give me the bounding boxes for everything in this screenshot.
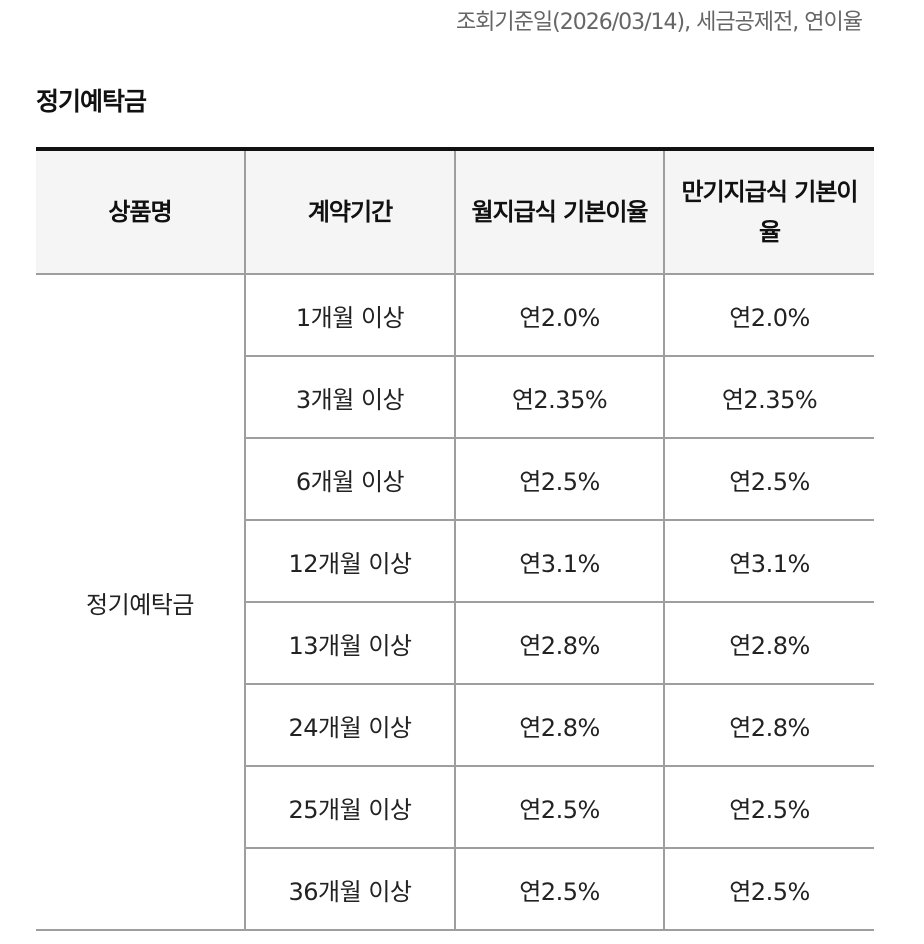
maturity-rate-cell: 연2.8% (663, 602, 874, 685)
table-row: 24개월 이상 연2.8% 연2.8% (36, 684, 874, 767)
monthly-rate-cell: 연2.8% (454, 602, 664, 685)
maturity-rate-cell: 연2.5% (663, 848, 874, 931)
maturity-rate-cell: 연2.8% (663, 684, 874, 767)
product-name-cell: 정기예탁금 (36, 274, 245, 931)
monthly-rate-cell: 연2.5% (454, 766, 664, 849)
monthly-rate-cell: 연2.0% (454, 274, 664, 357)
period-cell: 12개월 이상 (244, 520, 455, 603)
period-cell: 13개월 이상 (244, 602, 455, 685)
interest-rate-table: 상품명 계약기간 월지급식 기본이율 만기지급식 기본이율 정기예탁금 1개월 … (36, 147, 874, 931)
maturity-rate-cell: 연2.0% (663, 274, 874, 357)
table-row: 3개월 이상 연2.35% 연2.35% (36, 356, 874, 439)
period-cell: 24개월 이상 (244, 684, 455, 767)
reference-date-note: 조회기준일(2026/03/14), 세금공제전, 연이율 (455, 10, 863, 35)
monthly-rate-cell: 연2.5% (454, 438, 664, 521)
monthly-rate-cell: 연2.5% (454, 848, 664, 931)
maturity-rate-cell: 연2.5% (663, 766, 874, 849)
table-row: 12개월 이상 연3.1% 연3.1% (36, 520, 874, 603)
header-product-name: 상품명 (36, 149, 245, 275)
table-row: 13개월 이상 연2.8% 연2.8% (36, 602, 874, 685)
period-cell: 36개월 이상 (244, 848, 455, 931)
maturity-rate-cell: 연2.35% (663, 356, 874, 439)
monthly-rate-cell: 연3.1% (454, 520, 664, 603)
section-title: 정기예탁금 (36, 87, 147, 116)
period-cell: 1개월 이상 (244, 274, 455, 357)
table-row: 6개월 이상 연2.5% 연2.5% (36, 438, 874, 521)
table-row: 36개월 이상 연2.5% 연2.5% (36, 848, 874, 931)
period-cell: 3개월 이상 (244, 356, 455, 439)
maturity-rate-cell: 연3.1% (663, 520, 874, 603)
table-header-row: 상품명 계약기간 월지급식 기본이율 만기지급식 기본이율 (36, 149, 874, 275)
monthly-rate-cell: 연2.8% (454, 684, 664, 767)
maturity-rate-cell: 연2.5% (663, 438, 874, 521)
table-row: 정기예탁금 1개월 이상 연2.0% 연2.0% (36, 274, 874, 931)
monthly-rate-cell: 연2.35% (454, 356, 664, 439)
header-monthly-rate: 월지급식 기본이율 (454, 149, 664, 275)
period-cell: 6개월 이상 (244, 438, 455, 521)
header-maturity-rate: 만기지급식 기본이율 (663, 149, 874, 275)
header-contract-period: 계약기간 (244, 149, 455, 275)
period-cell: 25개월 이상 (244, 766, 455, 849)
table-row: 25개월 이상 연2.5% 연2.5% (36, 766, 874, 849)
